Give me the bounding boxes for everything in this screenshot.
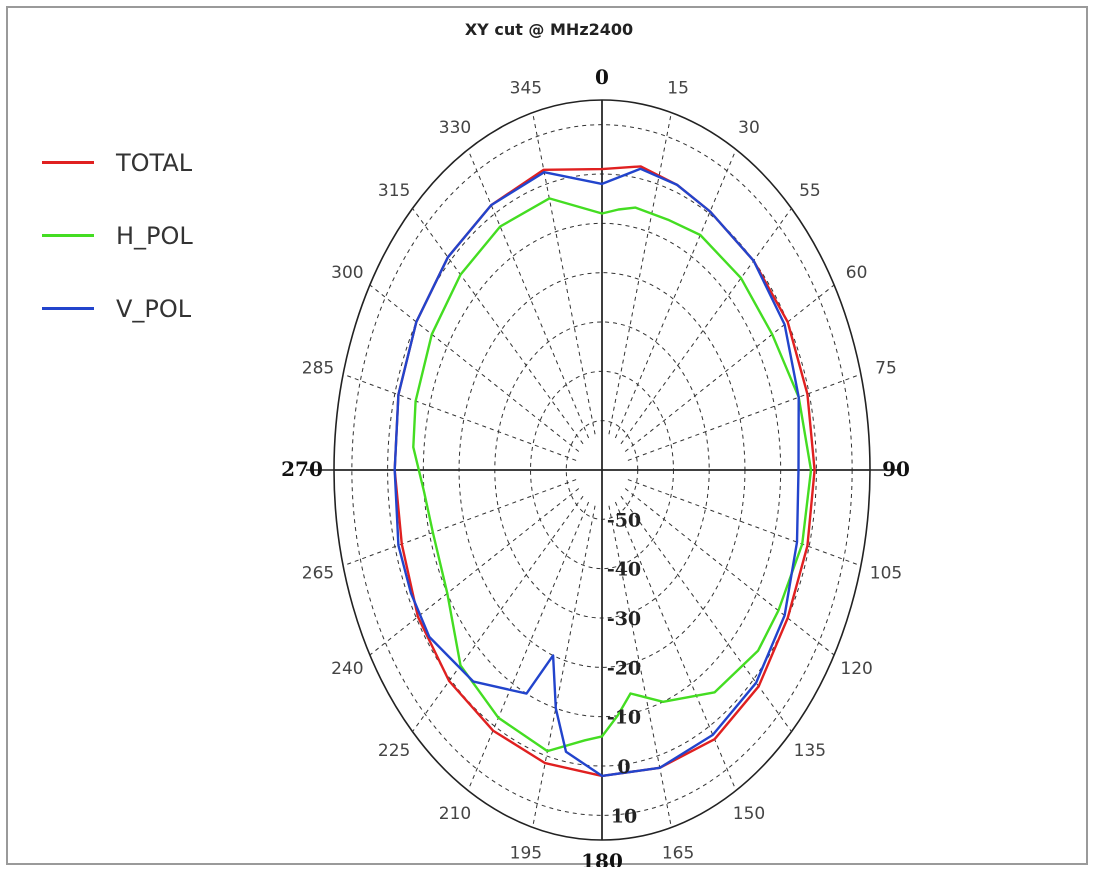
legend-swatch-v-pol <box>42 307 94 310</box>
polar-grid <box>306 99 898 841</box>
legend-swatch-total <box>42 161 94 164</box>
legend-item-h-pol: H_POL <box>42 199 193 272</box>
angle-label: 345 <box>510 78 542 98</box>
grid-spoke <box>608 112 672 435</box>
angle-label: 15 <box>667 78 689 98</box>
grid-spoke <box>412 208 584 445</box>
angle-label: 330 <box>439 118 471 138</box>
angle-label: 55 <box>799 181 821 201</box>
angle-label: 60 <box>846 263 868 283</box>
grid-spoke <box>369 488 580 656</box>
angle-label: 90 <box>882 457 910 481</box>
angle-label: 135 <box>794 741 826 761</box>
grid-spoke <box>532 505 596 828</box>
grid-spoke <box>624 488 835 656</box>
grid-spoke <box>614 149 737 439</box>
chart-frame: XY cut @ MHz2400 TOTAL H_POL V_POL 0 15 30… <box>6 6 1088 867</box>
legend-item-v-pol: V_POL <box>42 272 193 345</box>
angle-label: 265 <box>302 563 334 583</box>
angle-label: 240 <box>331 659 363 679</box>
grid-spoke <box>620 208 792 445</box>
legend-item-total: TOTAL <box>42 126 193 199</box>
legend-label-total: TOTAL <box>116 148 193 177</box>
angle-label: 150 <box>733 804 765 824</box>
angle-label: 120 <box>840 659 872 679</box>
legend-label-v-pol: V_POL <box>116 294 192 323</box>
angle-label: 225 <box>378 741 410 761</box>
angle-label: 30 <box>738 118 760 138</box>
polar-plot: 0 15 30 55 60 75 90 105 120 135 150 165 180 195 210 225… <box>281 65 910 867</box>
legend: TOTAL H_POL V_POL <box>42 126 193 345</box>
angle-label: 315 <box>378 181 410 201</box>
grid-spoke <box>620 495 792 732</box>
chart-title: XY cut @ MHz2400 <box>464 20 634 39</box>
angle-label: 210 <box>439 804 471 824</box>
polar-curves <box>393 165 816 778</box>
grid-spoke <box>608 505 672 828</box>
angle-label: 270 <box>281 457 323 481</box>
radial-label: -50 <box>607 509 641 531</box>
radial-label: 0 <box>617 756 630 778</box>
angle-label: 195 <box>510 844 542 864</box>
grid-spoke <box>342 373 577 461</box>
radial-label: -40 <box>607 559 641 581</box>
radial-label: 10 <box>611 805 637 827</box>
series-line-v-pol <box>393 167 800 778</box>
grid-spoke <box>467 149 590 439</box>
grid-spoke <box>467 501 590 791</box>
grid-spoke <box>614 501 737 791</box>
grid-spoke <box>369 284 580 452</box>
legend-label-h-pol: H_POL <box>116 221 193 250</box>
angle-label: 0 <box>595 65 609 89</box>
radial-label: -20 <box>607 657 641 679</box>
grid-spoke <box>342 479 577 567</box>
angle-label: 285 <box>302 359 334 379</box>
grid-spoke <box>532 112 596 435</box>
legend-swatch-h-pol <box>42 234 94 237</box>
angle-label: 180 <box>581 849 623 867</box>
grid-spoke <box>627 479 862 567</box>
radial-label: -10 <box>607 707 641 729</box>
radial-label: -30 <box>607 608 641 630</box>
angle-label: 165 <box>662 844 694 864</box>
angle-label: 300 <box>331 263 363 283</box>
polar-labels: 0 15 30 55 60 75 90 105 120 135 150 165 180 195 210 225… <box>281 65 910 867</box>
grid-spoke <box>627 373 862 461</box>
angle-label: 105 <box>870 563 902 583</box>
series-line-h-pol <box>412 197 813 753</box>
angle-label: 75 <box>875 359 897 379</box>
grid-spoke <box>412 495 584 732</box>
